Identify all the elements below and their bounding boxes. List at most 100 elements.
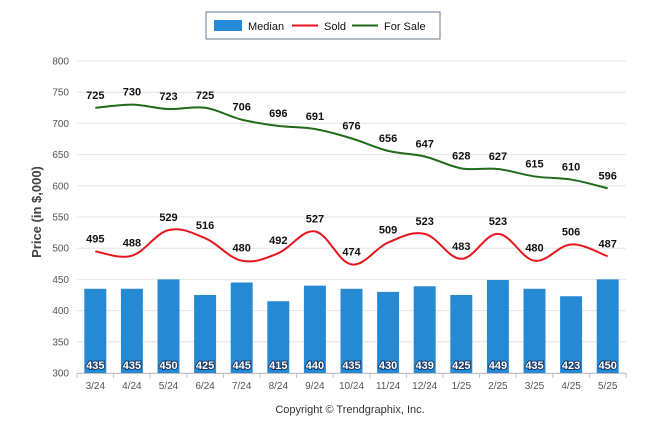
y-tick-label: 750 <box>52 88 69 99</box>
x-tick-label: 4/25 <box>561 381 581 392</box>
copyright-footer: Copyright © Trendgraphix, Inc. <box>275 404 424 416</box>
for-sale-line <box>95 103 608 190</box>
median-bar <box>413 286 436 373</box>
median-bar-label: 439 <box>416 360 434 372</box>
y-tick-label: 700 <box>52 119 69 130</box>
for-sale-value-label: 610 <box>562 162 580 174</box>
median-bar-label: 435 <box>86 360 104 372</box>
median-bar-label: 450 <box>599 360 617 372</box>
median-bar <box>377 291 400 373</box>
y-tick-label: 400 <box>52 306 69 317</box>
y-tick-label: 350 <box>52 337 69 348</box>
y-tick-label: 300 <box>52 369 69 380</box>
median-bar <box>230 282 253 373</box>
for-sale-value-label: 696 <box>269 108 287 120</box>
series-lines <box>95 103 609 266</box>
median-bar <box>303 285 326 373</box>
legend-label-sold: Sold <box>324 21 346 33</box>
sold-value-label: 488 <box>123 238 141 250</box>
x-tick-label: 1/25 <box>452 381 472 392</box>
median-bar-label: 425 <box>196 360 214 372</box>
sold-value-label: 492 <box>269 235 287 247</box>
x-axis-ticks: 3/24 4/24 5/24 6/24 7/24 8/24 9/24 10/24 11/24 12… <box>76 373 627 392</box>
sold-value-label: 480 <box>233 243 251 255</box>
for-sale-value-label: 656 <box>379 133 397 145</box>
sold-value-label: 483 <box>452 241 470 253</box>
data-labels: 435 435 450 425 445 415 440 435 430 439 425 449 435 4… <box>85 87 618 373</box>
y-tick-label: 450 <box>52 275 69 286</box>
x-tick-label: 5/24 <box>159 381 179 392</box>
median-bar-label: 445 <box>233 360 251 372</box>
median-bar-label: 435 <box>525 360 543 372</box>
x-tick-label: 6/24 <box>195 381 215 392</box>
for-sale-value-label: 647 <box>416 138 434 150</box>
for-sale-value-label: 725 <box>196 90 214 102</box>
median-bar <box>84 288 107 373</box>
for-sale-value-label: 691 <box>306 111 324 123</box>
for-sale-value-label: 725 <box>86 90 104 102</box>
y-tick-label: 800 <box>52 57 69 68</box>
legend-label-median: Median <box>248 21 284 33</box>
y-axis-title: Price (in $,000) <box>29 166 44 258</box>
sold-value-label: 523 <box>416 216 434 228</box>
for-sale-value-label: 676 <box>342 120 360 132</box>
median-bar <box>340 288 363 373</box>
median-bar-label: 450 <box>159 360 177 372</box>
median-bar <box>596 279 619 373</box>
median-bar <box>194 295 217 373</box>
for-sale-value-label: 706 <box>233 102 251 114</box>
x-tick-label: 5/25 <box>598 381 618 392</box>
legend-box <box>205 11 441 40</box>
sold-value-label: 474 <box>342 246 361 258</box>
for-sale-value-label: 723 <box>159 91 177 103</box>
median-bar <box>120 288 143 373</box>
x-tick-label: 3/25 <box>525 381 545 392</box>
for-sale-value-label: 628 <box>452 150 470 162</box>
x-tick-label: 2/25 <box>488 381 508 392</box>
median-bar-label: 435 <box>342 360 360 372</box>
median-bar-label: 423 <box>562 360 580 372</box>
sold-value-label: 506 <box>562 226 580 238</box>
for-sale-value-label: 596 <box>599 170 617 182</box>
x-tick-label: 10/24 <box>339 381 364 392</box>
legend-label-for-sale: For Sale <box>384 21 426 33</box>
median-bar-label: 430 <box>379 360 397 372</box>
median-bar-label: 449 <box>489 360 507 372</box>
median-bar-label: 415 <box>269 360 287 372</box>
sold-value-label: 480 <box>525 243 543 255</box>
x-tick-label: 3/24 <box>86 381 106 392</box>
x-tick-label: 8/24 <box>269 381 289 392</box>
y-tick-label: 550 <box>52 213 69 224</box>
median-bar-label: 440 <box>306 360 324 372</box>
median-bar-label: 435 <box>123 360 141 372</box>
x-tick-label: 11/24 <box>376 381 401 392</box>
median-bar-label: 425 <box>452 360 470 372</box>
median-bar <box>523 288 546 373</box>
median-bar <box>157 279 180 373</box>
y-tick-label: 650 <box>52 150 69 161</box>
sold-value-label: 495 <box>86 233 104 245</box>
median-bar <box>560 296 583 373</box>
sold-value-label: 523 <box>489 216 507 228</box>
sold-value-label: 529 <box>159 212 177 224</box>
for-sale-value-label: 615 <box>525 158 543 170</box>
x-tick-label: 9/24 <box>305 381 325 392</box>
median-bars <box>84 279 619 373</box>
median-bar <box>450 295 473 373</box>
y-tick-label: 600 <box>52 181 69 192</box>
median-bar <box>486 280 509 373</box>
legend-swatch-median <box>214 20 242 31</box>
sold-value-label: 527 <box>306 213 324 225</box>
legend: Median Sold For Sale <box>205 11 441 40</box>
sold-line <box>95 228 609 266</box>
x-tick-label: 12/24 <box>412 381 437 392</box>
for-sale-value-label: 627 <box>489 151 507 163</box>
x-tick-label: 7/24 <box>232 381 252 392</box>
sold-value-label: 516 <box>196 220 214 232</box>
for-sale-value-label: 730 <box>123 87 141 99</box>
x-tick-label: 4/24 <box>122 381 142 392</box>
median-bar <box>267 301 290 373</box>
y-tick-label: 500 <box>52 244 69 255</box>
y-axis-ticks: 300 350 400 450 500 550 600 650 700 750 800 <box>52 57 69 380</box>
